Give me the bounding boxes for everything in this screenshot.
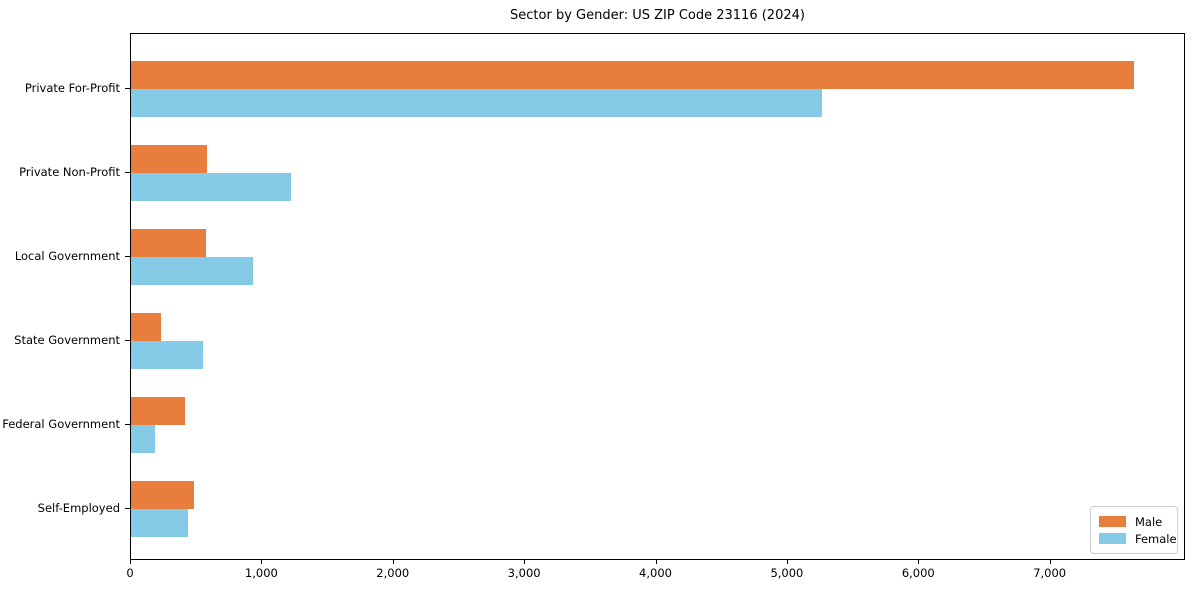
bar-female-self-employed bbox=[131, 509, 189, 537]
bar-male-local-government bbox=[131, 229, 206, 257]
x-axis-tick-label: 7,000 bbox=[1033, 566, 1067, 580]
bar-male-state-government bbox=[131, 313, 162, 341]
legend-entry-female: Female bbox=[1099, 530, 1177, 547]
legend-swatch-female bbox=[1099, 533, 1126, 544]
x-axis-tick-label: 3,000 bbox=[507, 566, 541, 580]
legend-label-male: Male bbox=[1135, 514, 1163, 529]
y-axis-label-private-non-profit: Private Non-Profit bbox=[19, 165, 120, 179]
x-axis-tick bbox=[1049, 560, 1051, 564]
y-axis-label-private-for-profit: Private For-Profit bbox=[24, 81, 120, 95]
bar-male-private-for-profit bbox=[131, 61, 1135, 89]
y-axis-tick bbox=[125, 256, 130, 257]
x-axis-tick bbox=[918, 560, 920, 564]
x-axis-tick bbox=[261, 560, 263, 564]
y-axis-tick bbox=[125, 508, 130, 509]
x-axis-tick-label: 5,000 bbox=[770, 566, 804, 580]
x-axis-tick-label: 6,000 bbox=[901, 566, 935, 580]
x-axis-tick-label: 1,000 bbox=[244, 566, 278, 580]
bar-female-private-for-profit bbox=[131, 89, 823, 117]
legend-swatch-male bbox=[1099, 516, 1126, 527]
bar-male-federal-government bbox=[131, 397, 185, 425]
bar-female-federal-government bbox=[131, 425, 156, 453]
x-axis-tick bbox=[392, 560, 394, 564]
y-axis-tick bbox=[125, 88, 130, 89]
legend: Male Female bbox=[1090, 506, 1178, 554]
legend-label-female: Female bbox=[1135, 531, 1177, 546]
y-axis-label-federal-government: Federal Government bbox=[2, 417, 120, 431]
y-axis-label-state-government: State Government bbox=[14, 333, 120, 347]
x-axis-tick bbox=[130, 560, 131, 564]
x-axis-tick bbox=[655, 560, 657, 564]
x-axis-tick bbox=[524, 560, 526, 564]
bar-female-private-non-profit bbox=[131, 173, 291, 201]
chart-title: Sector by Gender: US ZIP Code 23116 (202… bbox=[510, 8, 805, 23]
bar-male-self-employed bbox=[131, 481, 194, 509]
legend-entry-male: Male bbox=[1099, 513, 1169, 530]
y-axis-tick bbox=[125, 172, 130, 173]
bar-female-state-government bbox=[131, 341, 204, 369]
y-axis-label-local-government: Local Government bbox=[14, 249, 120, 263]
x-axis-tick bbox=[786, 560, 788, 564]
y-axis-label-self-employed: Self-Employed bbox=[37, 501, 120, 515]
x-axis-tick-label: 4,000 bbox=[639, 566, 672, 580]
y-axis-tick bbox=[125, 340, 130, 341]
x-axis-tick-label: 2,000 bbox=[376, 566, 410, 580]
bar-female-local-government bbox=[131, 257, 253, 285]
bar-male-private-non-profit bbox=[131, 145, 208, 173]
y-axis-tick bbox=[125, 424, 130, 425]
plot-area bbox=[130, 33, 1185, 560]
x-axis-tick-label: 0 bbox=[126, 566, 134, 580]
